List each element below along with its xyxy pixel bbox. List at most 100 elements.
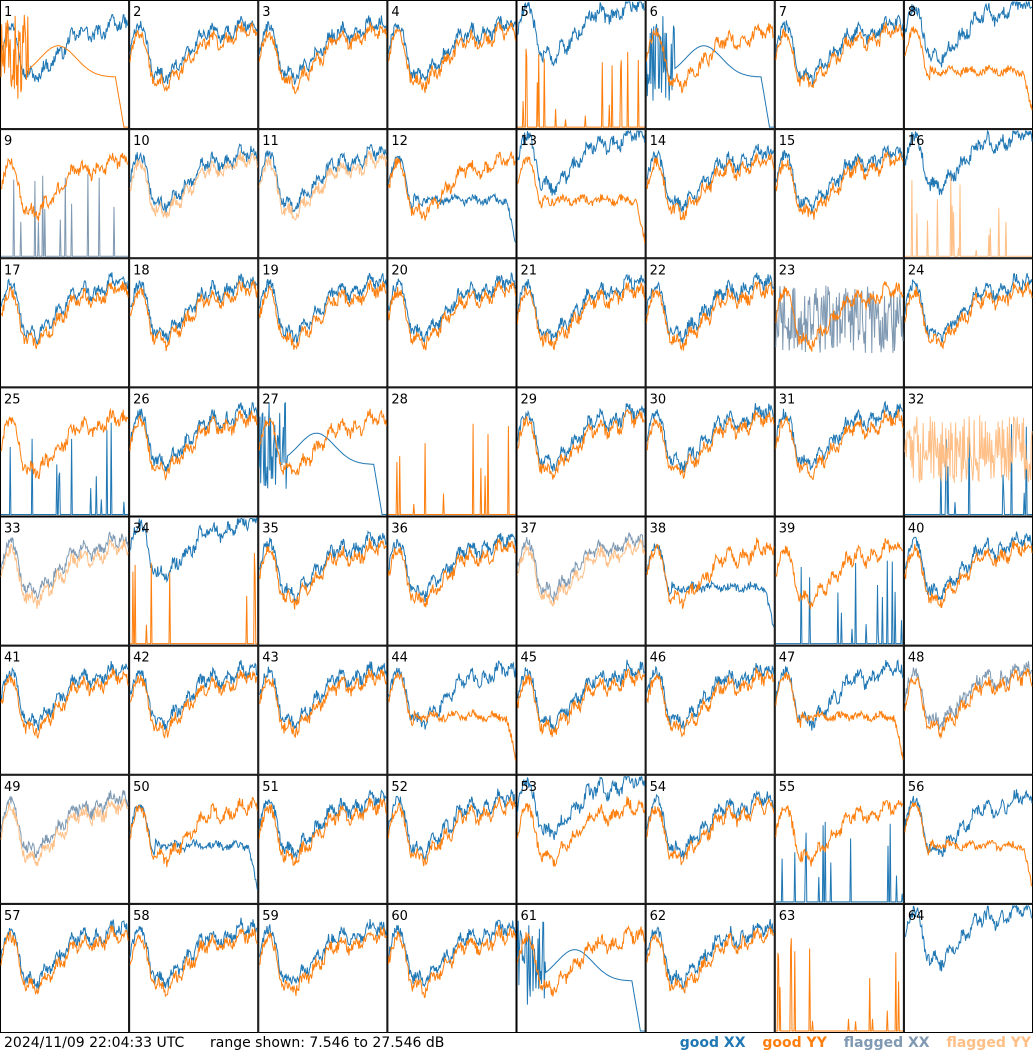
panel-frame bbox=[516, 0, 646, 130]
panel-45: 45 bbox=[516, 645, 646, 775]
panel-44: 44 bbox=[387, 645, 517, 775]
series-yy-13 bbox=[517, 155, 646, 243]
panel-29: 29 bbox=[516, 387, 646, 517]
series-xx-40 bbox=[904, 531, 1033, 601]
panel-label: 49 bbox=[4, 780, 21, 795]
panel-frame bbox=[258, 903, 388, 1033]
panel-54: 54 bbox=[645, 774, 775, 904]
series-yy-35 bbox=[258, 538, 387, 610]
panel-23: 23 bbox=[774, 258, 904, 388]
panel-label: 35 bbox=[262, 522, 279, 537]
series-yy-20 bbox=[387, 280, 516, 351]
series-xx-32 bbox=[904, 422, 1032, 515]
panel-label: 63 bbox=[779, 909, 796, 924]
series-xx-8 bbox=[904, 0, 1033, 68]
series-yy-47 bbox=[775, 672, 904, 760]
panel-16: 16 bbox=[903, 129, 1033, 259]
series-yy-31 bbox=[775, 408, 904, 480]
panel-47: 47 bbox=[774, 645, 904, 775]
panel-36: 36 bbox=[387, 516, 517, 646]
panel-label: 54 bbox=[650, 780, 667, 795]
series-yy-30 bbox=[646, 410, 775, 480]
panel-46: 46 bbox=[645, 645, 775, 775]
series-xx-10 bbox=[129, 143, 258, 214]
panel-6: 6 bbox=[645, 0, 775, 130]
panel-5: 5 bbox=[516, 0, 646, 130]
series-xx-24 bbox=[904, 272, 1033, 343]
series-xx-54 bbox=[646, 790, 775, 860]
panel-53: 53 bbox=[516, 774, 646, 904]
panel-frame bbox=[387, 387, 517, 517]
series-xx-39 bbox=[775, 560, 903, 645]
panel-label: 24 bbox=[908, 263, 925, 278]
series-yy-1 bbox=[0, 14, 129, 128]
panel-17: 17 bbox=[0, 258, 130, 388]
series-xx-13 bbox=[517, 129, 646, 196]
series-xx-51 bbox=[258, 789, 387, 860]
panel-60: 60 bbox=[387, 903, 517, 1033]
series-xx-61 bbox=[517, 920, 645, 1032]
panel-label: 37 bbox=[521, 522, 538, 537]
panel-label: 32 bbox=[908, 392, 925, 407]
panel-label: 33 bbox=[4, 522, 21, 537]
panel-label: 19 bbox=[262, 263, 279, 278]
panel-label: 13 bbox=[521, 134, 538, 149]
series-yy-50 bbox=[129, 797, 258, 868]
series-xx-25 bbox=[1, 422, 129, 515]
panel-label: 15 bbox=[779, 134, 796, 149]
series-yy-17 bbox=[0, 281, 129, 350]
series-yy-46 bbox=[646, 667, 775, 738]
series-xx-60 bbox=[388, 919, 516, 988]
panel-49: 49 bbox=[0, 774, 130, 904]
panel-label: 58 bbox=[133, 909, 150, 924]
panel-63: 63 bbox=[774, 903, 904, 1033]
panel-label: 23 bbox=[779, 263, 796, 278]
panel-label: 26 bbox=[133, 392, 150, 407]
series-yy-29 bbox=[517, 408, 645, 480]
panel-label: 16 bbox=[908, 134, 925, 149]
panel-13: 13 bbox=[516, 129, 646, 259]
panel-frame bbox=[516, 129, 646, 259]
panel-43: 43 bbox=[258, 645, 388, 775]
panel-26: 26 bbox=[129, 387, 259, 517]
series-yy-23 bbox=[775, 280, 904, 353]
panel-18: 18 bbox=[129, 258, 259, 388]
panel-39: 39 bbox=[774, 516, 904, 646]
series-yy-8 bbox=[904, 26, 1033, 111]
panel-20: 20 bbox=[387, 258, 517, 388]
panel-label: 11 bbox=[262, 134, 279, 149]
panel-9: 9 bbox=[0, 129, 130, 259]
panel-14: 14 bbox=[645, 129, 775, 259]
series-xx-9 bbox=[1, 173, 129, 257]
panel-label: 59 bbox=[262, 909, 279, 924]
panel-label: 57 bbox=[4, 909, 21, 924]
legend: good XX good YY flagged XX flagged YY bbox=[668, 1033, 1031, 1053]
series-yy-10 bbox=[129, 150, 258, 219]
panel-label: 51 bbox=[262, 780, 279, 795]
panel-label: 52 bbox=[391, 780, 408, 795]
panel-frame bbox=[0, 258, 130, 388]
panel-64: 64 bbox=[903, 903, 1033, 1033]
series-yy-27 bbox=[258, 408, 387, 476]
panel-label: 43 bbox=[262, 651, 279, 666]
panel-label: 25 bbox=[4, 392, 21, 407]
series-yy-55 bbox=[775, 800, 904, 867]
series-xx-29 bbox=[517, 402, 646, 472]
series-xx-7 bbox=[775, 14, 904, 86]
panel-label: 3 bbox=[262, 5, 270, 20]
panel-24: 24 bbox=[903, 258, 1033, 388]
panel-32: 32 bbox=[903, 387, 1033, 517]
series-yy-32 bbox=[904, 415, 1033, 483]
panel-28: 28 bbox=[387, 387, 517, 517]
series-yy-63 bbox=[775, 938, 903, 1032]
panel-label: 36 bbox=[391, 522, 408, 537]
panel-frame bbox=[387, 129, 517, 259]
series-xx-49 bbox=[0, 789, 129, 858]
panel-label: 5 bbox=[521, 5, 529, 20]
series-yy-60 bbox=[387, 924, 516, 999]
panel-frame bbox=[516, 903, 646, 1033]
panel-label: 39 bbox=[779, 522, 796, 537]
panel-51: 51 bbox=[258, 774, 388, 904]
series-yy-16 bbox=[904, 175, 1032, 257]
series-yy-7 bbox=[775, 21, 904, 89]
